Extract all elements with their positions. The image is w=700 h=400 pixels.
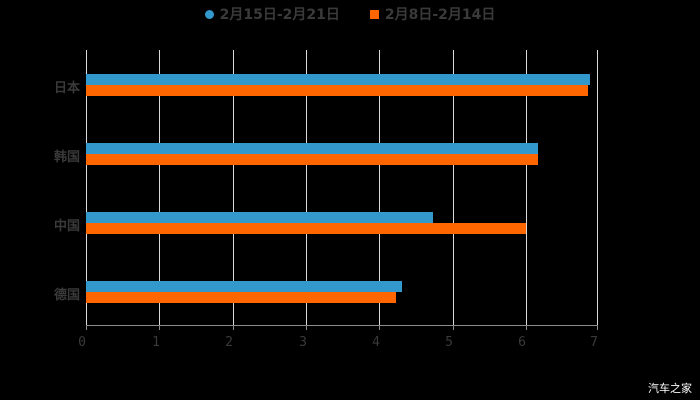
x-tick (86, 325, 87, 330)
gridline (306, 50, 307, 325)
legend-label: 2月15日-2月21日 (219, 7, 340, 23)
gridline (159, 50, 160, 325)
legend-square-icon (369, 9, 379, 19)
watermark-logo: 汽车之家 (648, 382, 692, 395)
x-tick-label: 4 (372, 335, 380, 350)
category-label-japan: 日本 (53, 81, 80, 96)
category-label-china: 中国 (53, 219, 80, 234)
category-label-germany: 德国 (53, 288, 80, 303)
x-tick (526, 325, 527, 330)
x-tick-label: 5 (445, 335, 453, 350)
legend-item-series1[interactable]: 2月15日-2月21日 (204, 4, 340, 24)
gridline (379, 50, 380, 325)
x-tick-label: 6 (518, 335, 526, 350)
bar-korea-series1[interactable] (86, 143, 538, 154)
x-tick-label: 1 (152, 335, 160, 350)
legend-label: 2月8日-2月14日 (384, 7, 496, 23)
x-tick-label: 3 (299, 335, 307, 350)
bar-germany-series2[interactable] (86, 292, 396, 303)
x-axis-line (86, 325, 598, 326)
bar-china-series1[interactable] (86, 212, 433, 223)
chart-legend: 2月15日-2月21日 2月8日-2月14日 (0, 4, 700, 24)
x-tick (453, 325, 454, 330)
bar-china-series2[interactable] (86, 223, 526, 234)
x-tick-label: 2 (225, 335, 233, 350)
x-tick (306, 325, 307, 330)
gridline (597, 50, 598, 325)
x-tick (597, 325, 598, 330)
bar-germany-series1[interactable] (86, 281, 402, 292)
bar-korea-series2[interactable] (86, 154, 538, 165)
gridline (453, 50, 454, 325)
x-tick-label: 0 (78, 335, 86, 350)
gridline (526, 50, 527, 325)
bar-japan-series1[interactable] (86, 74, 590, 85)
plot-area (86, 50, 598, 325)
category-label-korea: 韩国 (53, 150, 80, 165)
legend-circle-icon (204, 9, 214, 19)
x-tick (159, 325, 160, 330)
gridline (86, 50, 87, 325)
legend-item-series2[interactable]: 2月8日-2月14日 (369, 4, 496, 24)
bar-japan-series2[interactable] (86, 85, 588, 96)
x-tick (233, 325, 234, 330)
gridline (233, 50, 234, 325)
x-tick-label: 7 (590, 335, 598, 350)
x-tick (379, 325, 380, 330)
